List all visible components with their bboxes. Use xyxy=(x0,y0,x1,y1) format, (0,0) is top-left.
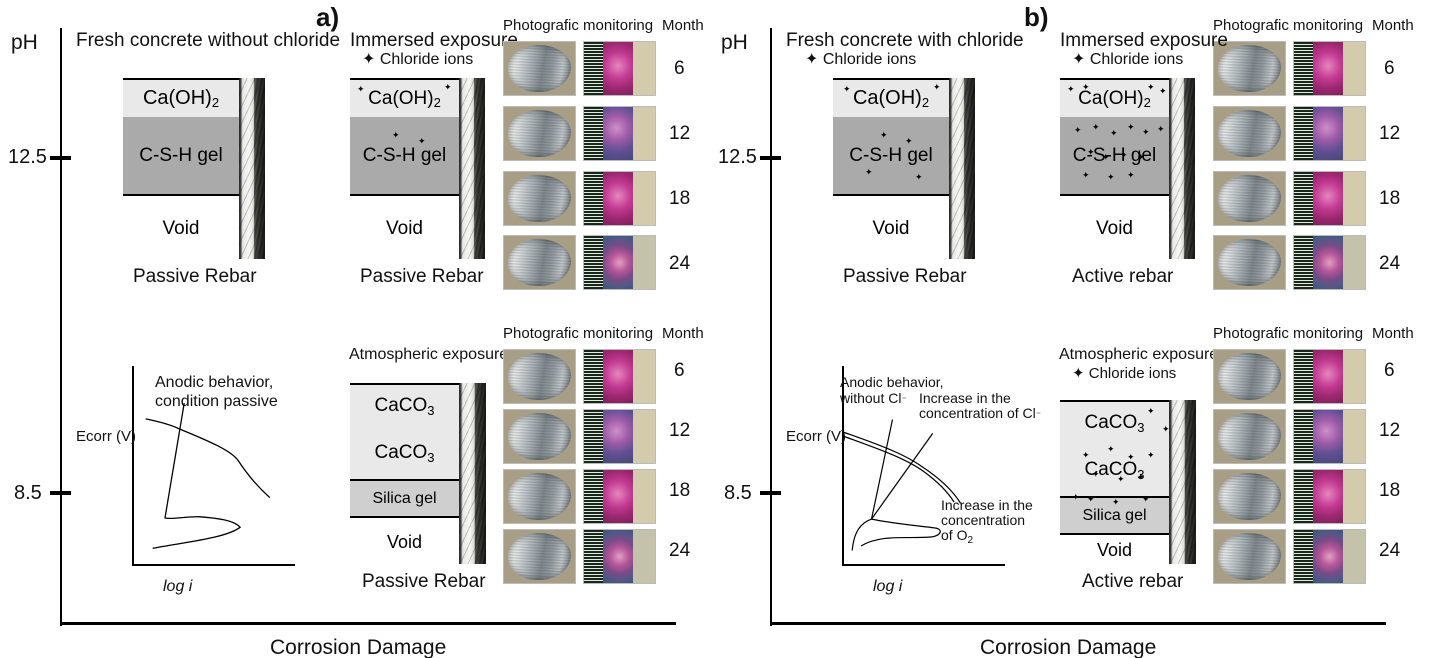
svg-text:✦: ✦ xyxy=(1137,152,1145,162)
svg-text:✦: ✦ xyxy=(865,167,873,177)
svg-text:✦: ✦ xyxy=(1102,152,1110,162)
svg-text:✦: ✦ xyxy=(1087,494,1095,504)
svg-text:✦: ✦ xyxy=(905,136,913,146)
svg-text:✦: ✦ xyxy=(843,84,851,94)
svg-text:✦: ✦ xyxy=(1107,444,1115,454)
svg-text:✦: ✦ xyxy=(1082,170,1090,180)
svg-text:✦: ✦ xyxy=(915,172,923,182)
svg-text:✦: ✦ xyxy=(418,136,426,146)
svg-text:✦: ✦ xyxy=(1127,122,1135,132)
svg-text:✦: ✦ xyxy=(1082,450,1090,460)
svg-text:✦: ✦ xyxy=(1072,492,1080,502)
svg-text:✦: ✦ xyxy=(392,130,400,140)
svg-text:✦: ✦ xyxy=(1092,469,1100,479)
svg-text:✦: ✦ xyxy=(1127,452,1135,462)
svg-text:✦: ✦ xyxy=(1127,170,1135,180)
svg-text:✦: ✦ xyxy=(1067,84,1075,94)
svg-text:✦: ✦ xyxy=(1120,150,1128,160)
svg-text:✦: ✦ xyxy=(1074,125,1082,135)
svg-text:✦: ✦ xyxy=(1112,497,1120,507)
svg-text:✦: ✦ xyxy=(1147,406,1155,416)
svg-text:✦: ✦ xyxy=(1107,172,1115,182)
svg-text:✦: ✦ xyxy=(444,82,452,92)
svg-text:✦: ✦ xyxy=(1087,147,1095,157)
svg-text:✦: ✦ xyxy=(1142,127,1150,137)
svg-text:✦: ✦ xyxy=(1092,122,1100,132)
svg-text:✦: ✦ xyxy=(1117,474,1125,484)
svg-text:✦: ✦ xyxy=(1082,82,1090,92)
svg-text:✦: ✦ xyxy=(1110,128,1118,138)
svg-text:✦: ✦ xyxy=(1137,472,1145,482)
svg-text:✦: ✦ xyxy=(1157,124,1165,134)
svg-text:✦: ✦ xyxy=(1147,82,1155,92)
svg-text:✦: ✦ xyxy=(357,84,365,94)
svg-text:✦: ✦ xyxy=(880,130,888,140)
svg-text:✦: ✦ xyxy=(1159,86,1167,96)
svg-text:✦: ✦ xyxy=(933,82,941,92)
svg-text:✦: ✦ xyxy=(1147,450,1155,460)
svg-text:✦: ✦ xyxy=(1142,494,1150,504)
